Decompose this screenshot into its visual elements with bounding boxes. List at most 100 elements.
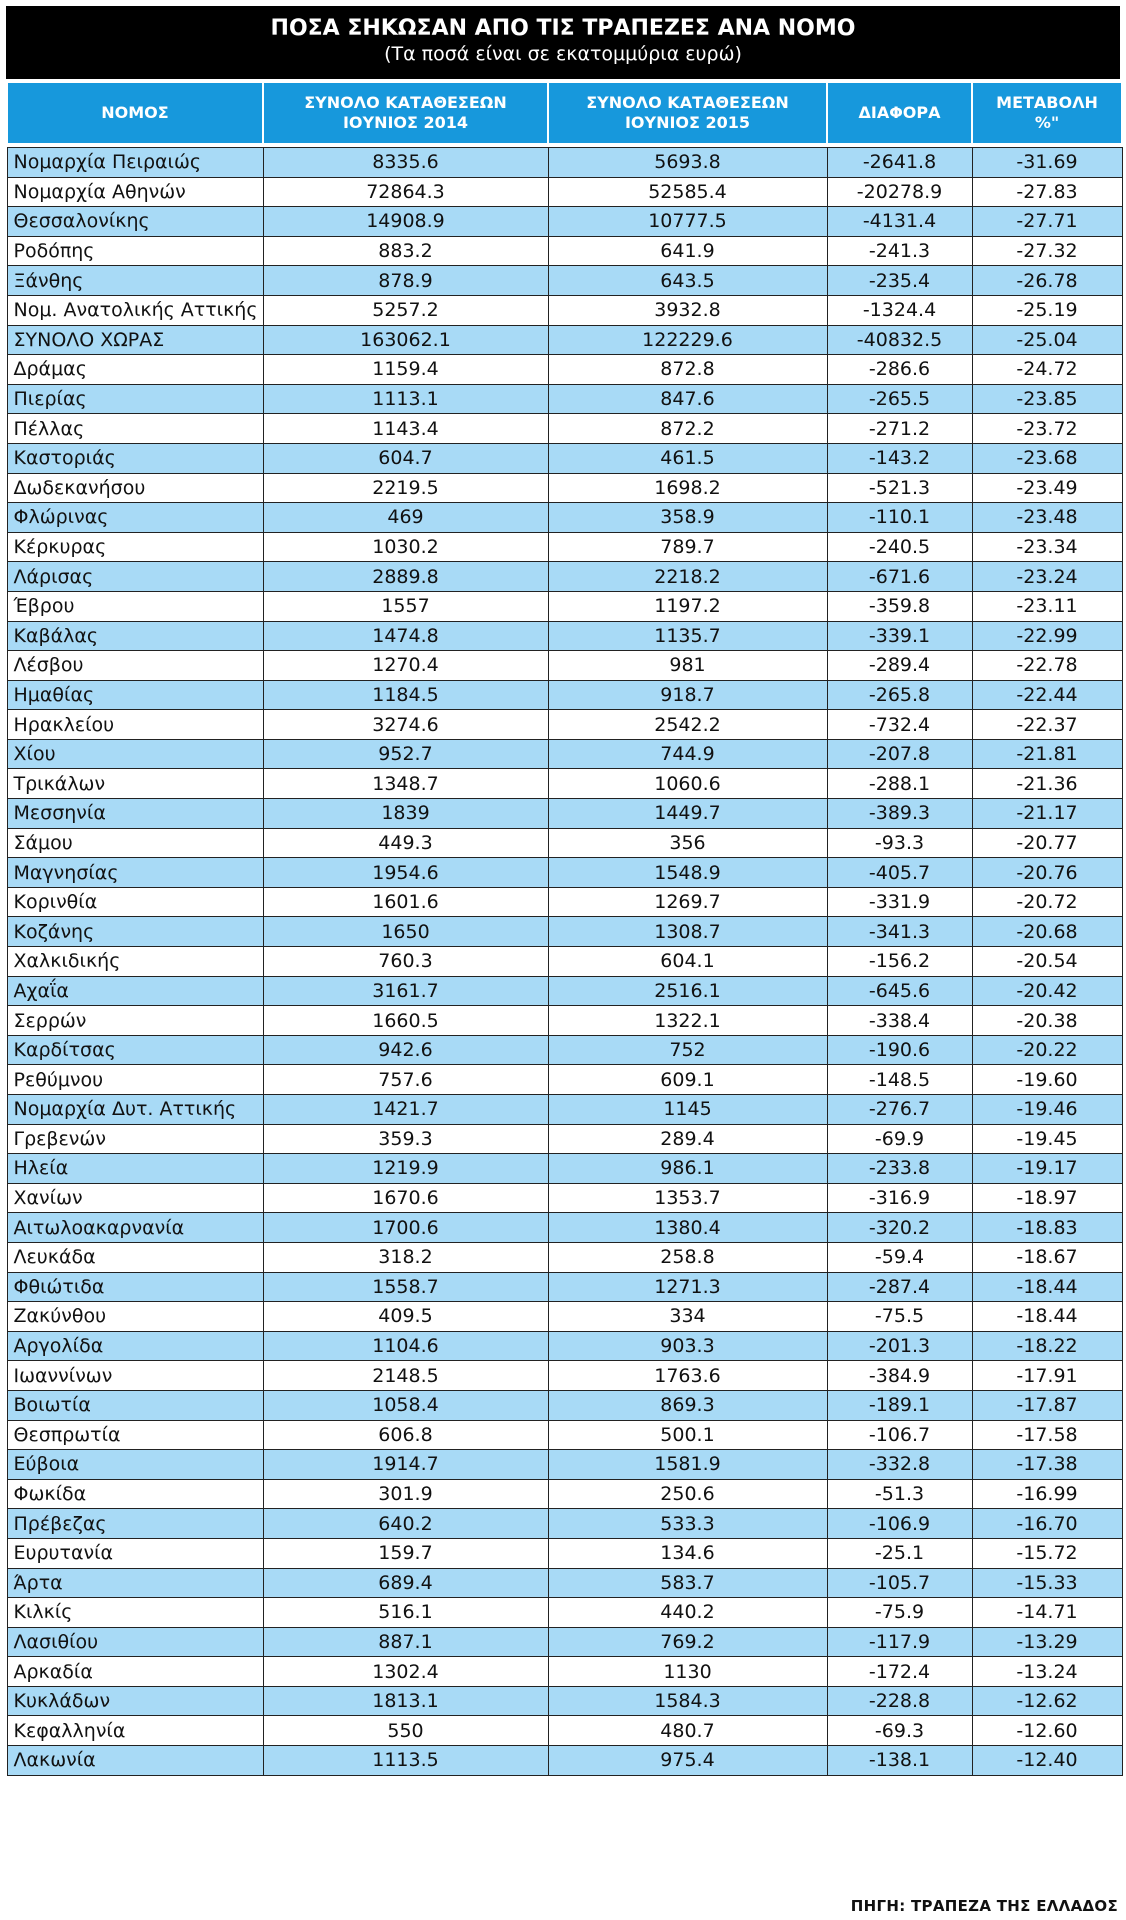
cell-prefecture: Ηλεία [6, 1153, 264, 1184]
cell-prefecture: Ιωαννίνων [6, 1360, 264, 1391]
cell-change-percent: -22.78 [971, 650, 1123, 681]
cell-deposits-2015: 289.4 [547, 1123, 828, 1155]
cell-difference: -106.9 [826, 1508, 973, 1539]
cell-change-percent: -17.38 [971, 1449, 1123, 1480]
cell-prefecture: Βοιωτία [6, 1389, 264, 1421]
cell-prefecture: Χίου [6, 738, 264, 770]
cell-prefecture: Καβάλας [6, 620, 264, 652]
cell-difference: -316.9 [826, 1182, 973, 1214]
column-header-deposits-2014: ΣΥΝΟΛΟ ΚΑΤΑΘΕΣΕΩΝ ΙΟΥΝΙΟΣ 2014 [262, 81, 549, 145]
header-line: ΙΟΥΝΙΟΣ 2015 [624, 113, 751, 132]
cell-change-percent: -23.72 [971, 413, 1123, 444]
table-row: Φθιώτιδα 1558.7 1271.3 -287.4 -18.44 [6, 1271, 1123, 1303]
cell-deposits-2014: 1474.8 [262, 620, 549, 652]
cell-difference: -286.6 [826, 354, 973, 385]
cell-prefecture: Κορινθία [6, 886, 264, 918]
cell-deposits-2015: 134.6 [547, 1537, 828, 1569]
cell-change-percent: -17.87 [971, 1389, 1123, 1421]
cell-difference: -320.2 [826, 1212, 973, 1243]
cell-deposits-2014: 1270.4 [262, 650, 549, 681]
table-row: Κέρκυρας 1030.2 789.7 -240.5 -23.34 [6, 531, 1123, 563]
table-row: Χίου 952.7 744.9 -207.8 -21.81 [6, 738, 1123, 770]
cell-deposits-2015: 1698.2 [547, 472, 828, 504]
cell-difference: -288.1 [826, 768, 973, 800]
cell-deposits-2014: 606.8 [262, 1419, 549, 1451]
cell-change-percent: -27.83 [971, 176, 1123, 208]
table-row: Ηρακλείου 3274.6 2542.2 -732.4 -22.37 [6, 709, 1123, 740]
cell-change-percent: -31.69 [971, 147, 1123, 178]
cell-change-percent: -19.17 [971, 1153, 1123, 1184]
cell-change-percent: -18.44 [971, 1271, 1123, 1303]
cell-prefecture: Καρδίτσας [6, 1034, 264, 1066]
table-row: Δωδεκανήσου 2219.5 1698.2 -521.3 -23.49 [6, 472, 1123, 504]
cell-deposits-2015: 1308.7 [547, 916, 828, 948]
cell-deposits-2014: 1143.4 [262, 413, 549, 444]
cell-difference: -671.6 [826, 561, 973, 592]
cell-deposits-2014: 8335.6 [262, 147, 549, 178]
cell-difference: -332.8 [826, 1449, 973, 1480]
cell-difference: -331.9 [826, 886, 973, 918]
table-row: Καβάλας 1474.8 1135.7 -339.1 -22.99 [6, 620, 1123, 652]
cell-difference: -172.4 [826, 1656, 973, 1687]
cell-difference: -106.7 [826, 1419, 973, 1451]
table-row: Χανίων 1670.6 1353.7 -316.9 -18.97 [6, 1182, 1123, 1214]
cell-difference: -110.1 [826, 502, 973, 533]
table-row: Κυκλάδων 1813.1 1584.3 -228.8 -12.62 [6, 1685, 1123, 1717]
cell-deposits-2014: 516.1 [262, 1597, 549, 1628]
cell-change-percent: -23.68 [971, 442, 1123, 474]
cell-difference: -148.5 [826, 1064, 973, 1095]
table-row: Σερρών 1660.5 1322.1 -338.4 -20.38 [6, 1005, 1123, 1036]
cell-deposits-2015: 258.8 [547, 1241, 828, 1273]
cell-deposits-2015: 2218.2 [547, 561, 828, 592]
table-row: Καρδίτσας 942.6 752 -190.6 -20.22 [6, 1034, 1123, 1066]
cell-deposits-2014: 301.9 [262, 1478, 549, 1510]
cell-change-percent: -23.24 [971, 561, 1123, 592]
cell-deposits-2015: 789.7 [547, 531, 828, 563]
table-row: Χαλκιδικής 760.3 604.1 -156.2 -20.54 [6, 946, 1123, 977]
cell-change-percent: -20.72 [971, 886, 1123, 918]
cell-change-percent: -20.38 [971, 1005, 1123, 1036]
cell-deposits-2014: 449.3 [262, 827, 549, 859]
table-row: Μαγνησίας 1954.6 1548.9 -405.7 -20.76 [6, 857, 1123, 888]
cell-difference: -190.6 [826, 1034, 973, 1066]
cell-change-percent: -23.11 [971, 590, 1123, 622]
cell-deposits-2014: 409.5 [262, 1301, 549, 1332]
cell-deposits-2014: 1557 [262, 590, 549, 622]
cell-deposits-2015: 461.5 [547, 442, 828, 474]
cell-change-percent: -26.78 [971, 265, 1123, 296]
cell-change-percent: -14.71 [971, 1597, 1123, 1628]
cell-deposits-2014: 550 [262, 1715, 549, 1747]
page-title: ΠΟΣΑ ΣΗΚΩΣΑΝ ΑΠΟ ΤΙΣ ΤΡΑΠΕΖΕΣ ΑΝΑ ΝΟΜΟ [270, 16, 856, 41]
cell-deposits-2014: 878.9 [262, 265, 549, 296]
table-row: Καστοριάς 604.7 461.5 -143.2 -23.68 [6, 442, 1123, 474]
cell-difference: -59.4 [826, 1241, 973, 1273]
table-row: Λάρισας 2889.8 2218.2 -671.6 -23.24 [6, 561, 1123, 592]
cell-prefecture: Ροδόπης [6, 235, 264, 267]
cell-prefecture: Μαγνησίας [6, 857, 264, 888]
cell-change-percent: -16.70 [971, 1508, 1123, 1539]
cell-deposits-2015: 744.9 [547, 738, 828, 770]
cell-deposits-2015: 918.7 [547, 679, 828, 711]
cell-deposits-2015: 609.1 [547, 1064, 828, 1095]
cell-deposits-2015: 1135.7 [547, 620, 828, 652]
cell-change-percent: -16.99 [971, 1478, 1123, 1510]
cell-prefecture: Ημαθίας [6, 679, 264, 711]
cell-deposits-2015: 981 [547, 650, 828, 681]
cell-deposits-2014: 942.6 [262, 1034, 549, 1066]
cell-deposits-2015: 1197.2 [547, 590, 828, 622]
cell-change-percent: -20.76 [971, 857, 1123, 888]
cell-deposits-2015: 334 [547, 1301, 828, 1332]
table-row: Θεσπρωτία 606.8 500.1 -106.7 -17.58 [6, 1419, 1123, 1451]
cell-deposits-2014: 689.4 [262, 1567, 549, 1599]
cell-difference: -40832.5 [826, 324, 973, 356]
cell-deposits-2014: 1954.6 [262, 857, 549, 888]
table-row: Φωκίδα 301.9 250.6 -51.3 -16.99 [6, 1478, 1123, 1510]
cell-deposits-2015: 440.2 [547, 1597, 828, 1628]
cell-difference: -521.3 [826, 472, 973, 504]
cell-deposits-2015: 1449.7 [547, 798, 828, 829]
table-row: Δράμας 1159.4 872.8 -286.6 -24.72 [6, 354, 1123, 385]
cell-change-percent: -12.62 [971, 1685, 1123, 1717]
table-row: Έβρου 1557 1197.2 -359.8 -23.11 [6, 590, 1123, 622]
cell-change-percent: -27.71 [971, 206, 1123, 237]
cell-difference: -228.8 [826, 1685, 973, 1717]
